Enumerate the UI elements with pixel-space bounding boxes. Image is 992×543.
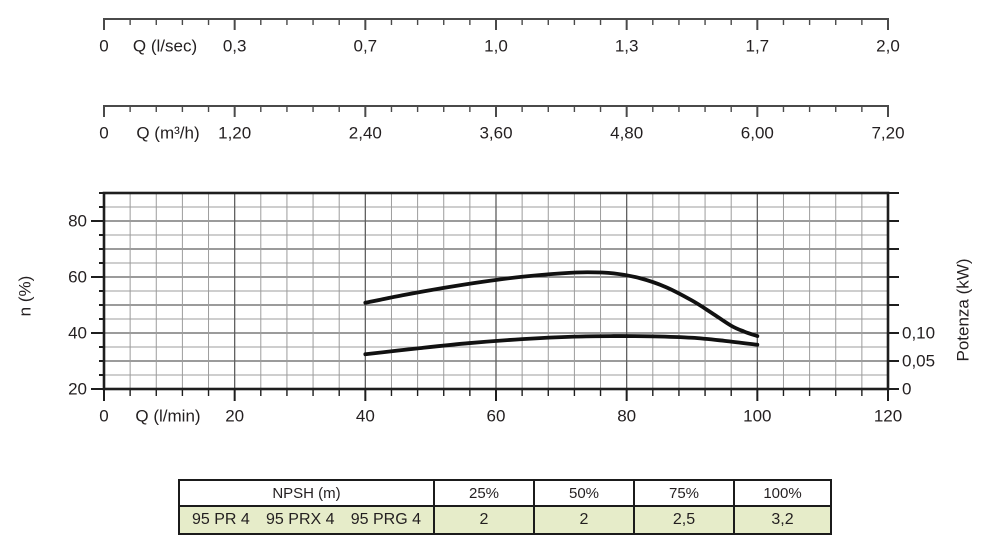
- secondary-axis-lsec-tick-label: 1,0: [484, 36, 508, 56]
- right-axis-ticks: [888, 192, 899, 390]
- npsh-table: NPSH (m) 25% 50% 75% 100% 95 PR 4 95 PRX 4 95 …: [178, 479, 832, 535]
- npsh-value-cell: 2: [533, 505, 635, 535]
- flow-tick-label: 60: [486, 406, 506, 426]
- power-curve: [363, 334, 760, 357]
- flow-tick-label: 40: [355, 406, 375, 426]
- secondary-axis-lsec-tick-label: 0,7: [353, 36, 378, 56]
- secondary-axis-m3h-tick-label: 3,60: [479, 123, 513, 143]
- secondary-axis-lsec-tick-label: 0: [99, 36, 109, 56]
- pump-model-label: 95 PRG 4: [350, 511, 421, 528]
- secondary-axis-m3h-tick-label: 1,20: [218, 123, 252, 143]
- flow-tick-label: 0: [99, 406, 109, 426]
- pump-model-label: 95 PR 4: [192, 511, 250, 528]
- npsh-table-row: 95 PR 4 95 PRX 4 95 PRG 4 2 2 2,5 3,2: [178, 505, 832, 535]
- flow-tick-label: 100: [743, 406, 772, 426]
- efficiency-curve: [363, 270, 760, 338]
- power-tick-label: 0,05: [902, 351, 936, 371]
- npsh-flow-percent-header: 100%: [733, 479, 832, 507]
- npsh-value-cell: 2,5: [633, 505, 735, 535]
- power-tick-label: 0,10: [902, 323, 936, 343]
- secondary-axis-lsec-tick-label: 1,3: [614, 36, 639, 56]
- npsh-flow-percent-header: 50%: [533, 479, 635, 507]
- power-tick-label: 0: [902, 379, 912, 399]
- npsh-flow-percent-header: 25%: [433, 479, 535, 507]
- y-axis-title-efficiency: n (%): [15, 275, 35, 317]
- npsh-table-body: 95 PR 4 95 PRX 4 95 PRG 4 2 2 2,5 3,2: [178, 505, 832, 535]
- secondary-axis-m3h-tick-label: 0: [99, 123, 109, 143]
- bottom-axis-ticks: [103, 389, 889, 401]
- plot-grid: [104, 193, 888, 389]
- x-axis-title-lsec: Q (l/sec): [132, 36, 198, 56]
- efficiency-tick-label: 80: [68, 211, 87, 231]
- secondary-axis-m3h-tick-label: 2,40: [348, 123, 382, 143]
- secondary-axis-m3h-tick-label: 4,80: [610, 123, 644, 143]
- flow-tick-label: 20: [225, 406, 245, 426]
- npsh-header-cell: NPSH (m): [178, 479, 435, 507]
- secondary-axis-m3h-tick-label: 6,00: [740, 123, 774, 143]
- pump-model-label: 95 PRX 4: [266, 511, 335, 528]
- efficiency-tick-label: 40: [68, 323, 87, 343]
- x-axis-title-m3h: Q (m³/h): [136, 123, 200, 143]
- pump-models-cell: 95 PR 4 95 PRX 4 95 PRG 4: [178, 505, 435, 535]
- x-axis-title-lmin: Q (l/min): [135, 406, 201, 426]
- secondary-axis-lsec-tick-label: 2,0: [876, 36, 900, 56]
- npsh-value-cell: 3,2: [733, 505, 832, 535]
- npsh-value-cell: 2: [433, 505, 535, 535]
- efficiency-tick-label: 60: [68, 267, 87, 287]
- secondary-axis-lsec-tick-label: 0,3: [222, 36, 247, 56]
- secondary-axis-lsec-tick-label: 1,7: [745, 36, 770, 56]
- npsh-table-header-row: NPSH (m) 25% 50% 75% 100%: [178, 479, 832, 507]
- secondary-axis-m3h: [103, 105, 889, 117]
- secondary-axis-lsec: [103, 18, 889, 30]
- efficiency-tick-label: 20: [68, 379, 87, 399]
- y-axis-title-power: Potenza (kW): [953, 258, 973, 362]
- left-axis-ticks: [91, 192, 104, 390]
- flow-tick-label: 80: [617, 406, 637, 426]
- npsh-flow-percent-header: 75%: [633, 479, 735, 507]
- secondary-axis-m3h-tick-label: 7,20: [871, 123, 905, 143]
- pump-models: 95 PR 4 95 PRX 4 95 PRG 4: [180, 511, 433, 529]
- flow-tick-label: 120: [873, 406, 903, 426]
